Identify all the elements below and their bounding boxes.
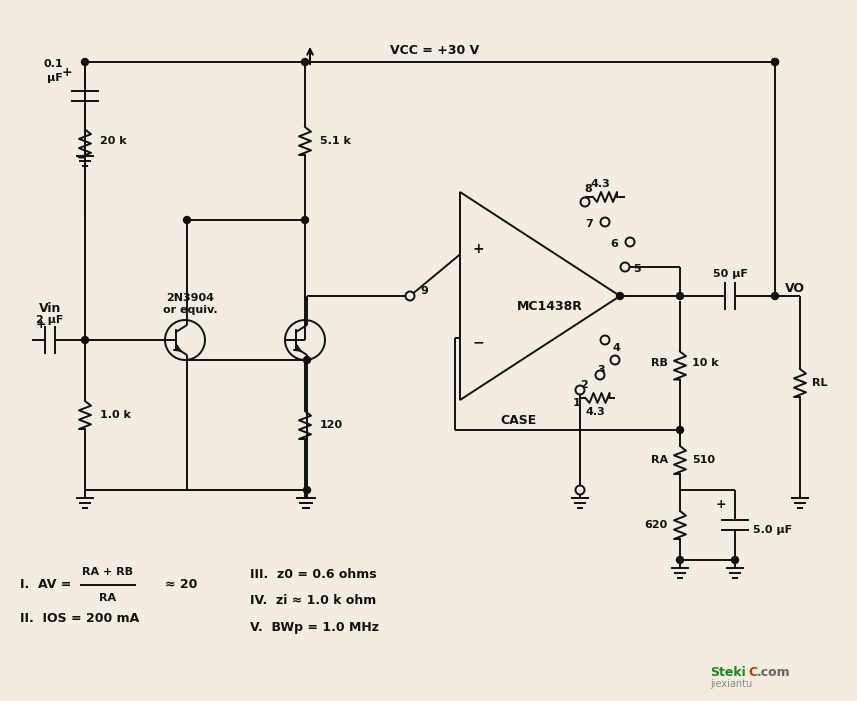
Text: 7: 7 [585,219,593,229]
Text: RB: RB [651,358,668,368]
Text: .com: .com [757,665,791,679]
Text: 10 k: 10 k [692,358,719,368]
Circle shape [596,371,604,379]
Circle shape [81,336,88,343]
Text: 4.3: 4.3 [590,179,610,189]
Text: 5.1 k: 5.1 k [320,136,351,146]
Circle shape [626,238,634,247]
Text: 2 μF: 2 μF [36,315,63,325]
Text: RA: RA [650,455,668,465]
Text: μF: μF [47,73,63,83]
Text: 4.3: 4.3 [585,407,605,417]
Text: +: + [472,243,484,257]
Text: jiexiantu: jiexiantu [710,679,752,689]
Text: C: C [748,665,757,679]
Circle shape [771,58,778,65]
Text: Steki: Steki [710,665,746,679]
Circle shape [576,386,584,395]
Circle shape [732,557,739,564]
Text: I.  AV =: I. AV = [20,578,71,592]
Circle shape [576,486,584,494]
Text: 0.1: 0.1 [44,59,63,69]
Text: 120: 120 [320,420,343,430]
Circle shape [610,355,620,365]
Text: 2N3904: 2N3904 [166,293,214,303]
Text: VCC = +30 V: VCC = +30 V [390,43,479,57]
Circle shape [771,292,778,299]
Text: 6: 6 [610,239,618,249]
Text: 50 μF: 50 μF [712,269,747,279]
Circle shape [616,292,624,299]
Text: +: + [62,65,72,79]
Text: 2: 2 [580,380,588,390]
Text: +: + [716,498,727,512]
Text: 9: 9 [420,286,428,296]
Text: RL: RL [812,378,828,388]
Text: ≈ 20: ≈ 20 [165,578,197,592]
Text: CASE: CASE [500,414,536,426]
Circle shape [302,217,309,224]
Circle shape [601,336,609,344]
Circle shape [601,217,609,226]
Text: −: − [472,336,484,350]
Text: 5: 5 [633,264,641,274]
Circle shape [405,292,415,301]
Text: VO: VO [785,282,805,294]
Text: or equiv.: or equiv. [163,305,218,315]
Text: 8: 8 [584,184,592,194]
Text: 1: 1 [573,398,581,408]
Circle shape [81,58,88,65]
Text: 4: 4 [613,343,620,353]
Text: 1.0 k: 1.0 k [100,410,131,420]
Text: 620: 620 [644,520,668,530]
Circle shape [303,357,310,364]
Circle shape [676,557,684,564]
Text: III.  z0 = 0.6 ohms: III. z0 = 0.6 ohms [250,569,376,582]
Text: II.  IOS = 200 mA: II. IOS = 200 mA [20,611,139,625]
Text: V.  BWp = 1.0 MHz: V. BWp = 1.0 MHz [250,622,379,634]
Circle shape [676,426,684,433]
Text: 510: 510 [692,455,715,465]
Text: RA + RB: RA + RB [82,567,134,577]
Text: +: + [36,318,46,332]
Circle shape [580,198,590,207]
Text: RA: RA [99,593,117,603]
Circle shape [303,486,310,494]
Circle shape [183,217,190,224]
Text: 3: 3 [597,365,605,375]
Circle shape [620,262,630,271]
Text: 20 k: 20 k [100,136,127,146]
Text: IV.  zi ≈ 1.0 k ohm: IV. zi ≈ 1.0 k ohm [250,594,376,606]
Circle shape [676,292,684,299]
Text: MC1438R: MC1438R [517,299,583,313]
Circle shape [302,58,309,65]
Circle shape [771,58,778,65]
Text: Vin: Vin [39,301,61,315]
Text: 5.0 μF: 5.0 μF [753,525,792,535]
